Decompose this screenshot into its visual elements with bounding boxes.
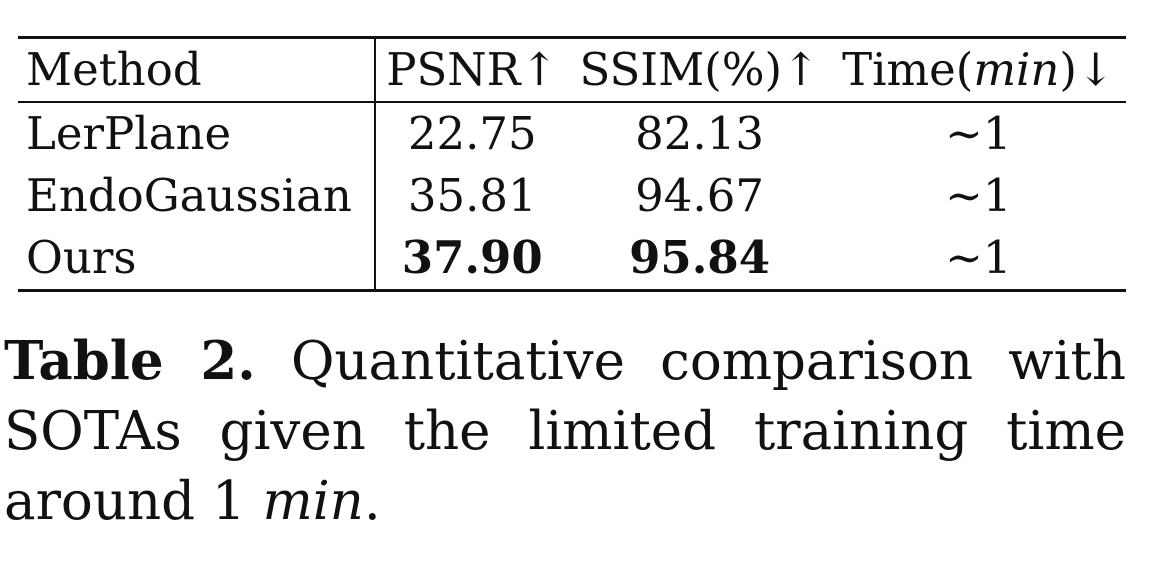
row-time: ∼1 — [945, 231, 1012, 284]
row-psnr-best: 37.90 — [401, 231, 543, 284]
header-time-suffix: )↓ — [1059, 43, 1115, 96]
header-time-unit: min — [973, 43, 1060, 96]
table-row-lerplane: LerPlane 22.75 82.13 ∼1 — [18, 102, 1126, 165]
row-psnr: 35.81 — [407, 169, 537, 222]
table-row-ours: Ours 37.90 95.84 ∼1 — [18, 227, 1126, 291]
row-method: Ours — [18, 227, 376, 291]
row-ssim-best: 95.84 — [629, 231, 771, 284]
header-ssim: SSIM(%)↑ — [579, 43, 820, 96]
results-table: Method PSNR↑ SSIM(%)↑ Time(min)↓ LerPlan… — [18, 36, 1126, 292]
caption-label: Table 2. — [4, 330, 256, 392]
header-time: Time(min)↓ — [831, 38, 1126, 103]
caption-text: Quantitative comparison with SOTAs given… — [4, 331, 1126, 532]
caption-unit: min — [262, 471, 364, 532]
table-caption: Table 2. Quantitative comparison with SO… — [4, 326, 1126, 537]
caption-end: . — [363, 471, 381, 532]
table-row-endogaussian: EndoGaussian 35.81 94.67 ∼1 — [18, 165, 1126, 227]
header-psnr: PSNR↑ — [386, 43, 559, 96]
row-method: EndoGaussian — [18, 165, 376, 227]
row-ssim: 94.67 — [635, 169, 764, 222]
row-method: LerPlane — [18, 102, 376, 165]
header-method: Method — [18, 37, 376, 102]
row-psnr: 22.75 — [407, 107, 537, 160]
table-header-row: Method PSNR↑ SSIM(%)↑ Time(min)↓ — [18, 37, 1126, 103]
row-time: ∼1 — [945, 169, 1012, 222]
row-time: ∼1 — [945, 107, 1012, 160]
row-ssim: 82.13 — [635, 107, 764, 160]
header-time-prefix: Time( — [842, 43, 974, 96]
